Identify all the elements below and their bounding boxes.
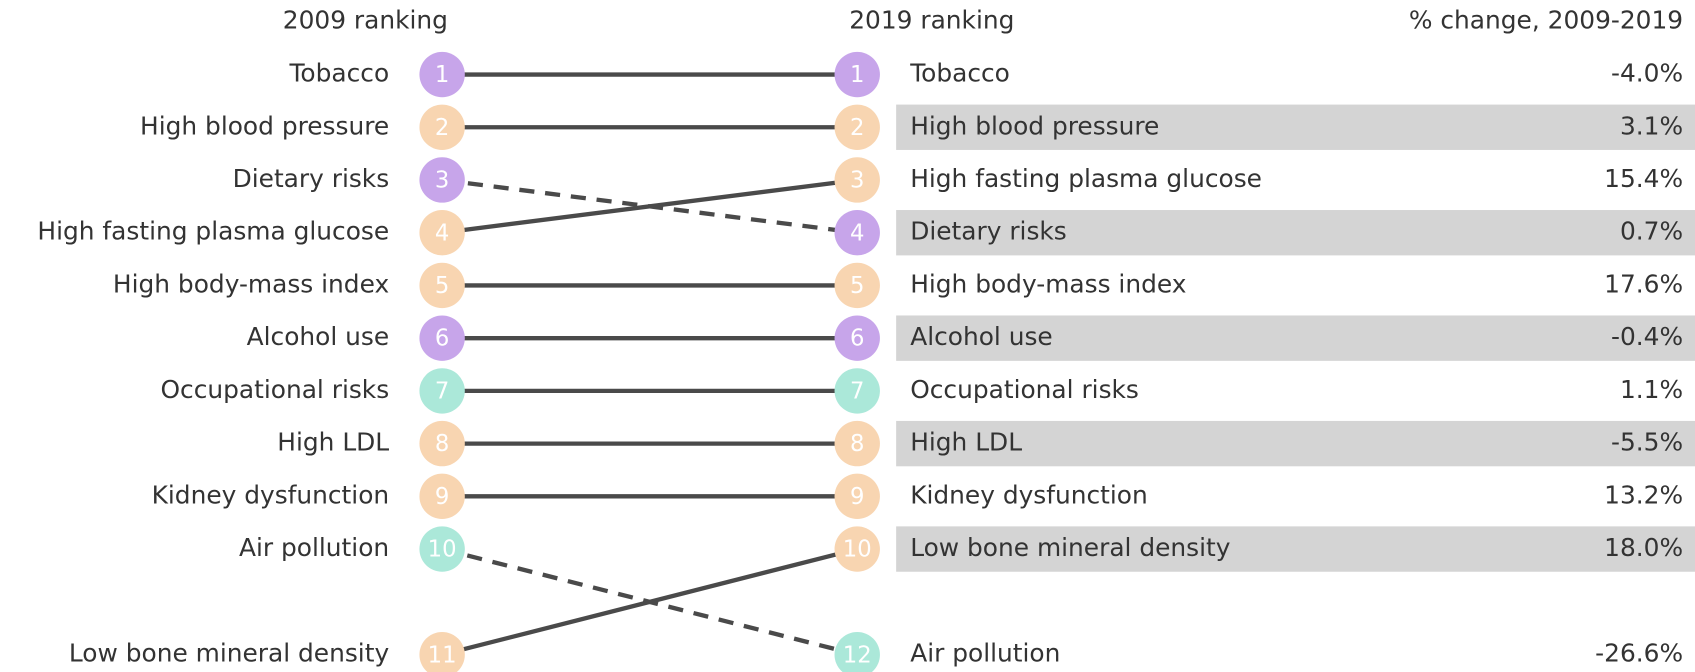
connectors (441, 72, 858, 657)
left-rank: 9 (435, 484, 449, 510)
left-rank-circle (419, 315, 465, 361)
right-rank-circle (834, 157, 880, 203)
left-label: High body-mass index (113, 269, 389, 298)
left-rank: 6 (435, 326, 449, 352)
right-rank: 3 (850, 168, 864, 194)
left-label: Kidney dysfunction (152, 480, 390, 509)
right-rank-circle (834, 473, 880, 520)
right-rank: 8 (850, 431, 864, 457)
left-label: Air pollution (239, 533, 389, 562)
right-rank: 12 (843, 642, 872, 668)
right-rank-circle (834, 262, 880, 309)
percent-change: 15.4% (1604, 164, 1683, 193)
left-rank-circle (419, 420, 465, 467)
right-rank: 9 (850, 484, 864, 510)
percent-change: 17.6% (1604, 269, 1683, 298)
right-label: Alcohol use (910, 322, 1053, 351)
left-label: High fasting plasma glucose (37, 217, 389, 246)
left-rank-circle (419, 157, 465, 203)
left-label: Tobacco (288, 59, 389, 88)
right-label: Dietary risks (910, 217, 1067, 246)
left-label: Occupational risks (160, 375, 389, 404)
connector (441, 177, 858, 235)
left-rank-circle (419, 262, 465, 309)
left-rank: 2 (435, 115, 449, 141)
left-label: Alcohol use (247, 322, 390, 351)
percent-change: -0.4% (1611, 322, 1683, 351)
row-band (896, 315, 1695, 361)
row-band (896, 210, 1695, 256)
left-rank-circle (419, 632, 465, 672)
right-rank: 1 (850, 62, 864, 88)
right-label: Air pollution (910, 639, 1060, 668)
left-label: Dietary risks (233, 164, 390, 193)
right-rank: 5 (850, 273, 864, 299)
percent-change: 1.1% (1620, 375, 1683, 404)
row-band (896, 420, 1695, 467)
middle-header: 2019 ranking (849, 6, 1014, 35)
left-rank: 5 (435, 273, 449, 299)
right-rank: 10 (843, 537, 872, 563)
right-label: Low bone mineral density (910, 533, 1230, 562)
row-band (896, 104, 1695, 150)
percent-change: -4.0% (1611, 59, 1683, 88)
percent-change: 3.1% (1620, 111, 1683, 140)
row-band (896, 526, 1695, 572)
connector (441, 546, 858, 657)
left-rank-circle (419, 473, 465, 520)
left-rank: 3 (435, 168, 449, 194)
right-rank-circle (834, 632, 880, 672)
left-rank: 10 (428, 537, 457, 563)
left-rank-circle (419, 104, 465, 150)
left-label: High LDL (277, 428, 389, 457)
right-header: % change, 2009-2019 (1409, 6, 1683, 35)
right-rank: 7 (850, 378, 864, 404)
left-rank-circle (419, 51, 465, 98)
right-rank: 4 (850, 220, 864, 246)
left-rank-circle (419, 526, 465, 572)
right-rank-circle (834, 51, 880, 98)
right-rank-circle (834, 315, 880, 361)
right-label: Tobacco (909, 59, 1010, 88)
percent-change: 13.2% (1604, 480, 1683, 509)
right-rank-circle (834, 526, 880, 572)
right-rank: 2 (850, 115, 864, 141)
right-label: High blood pressure (910, 111, 1159, 140)
left-rank: 8 (435, 431, 449, 457)
left-rank: 1 (435, 62, 449, 88)
right-label: Kidney dysfunction (910, 480, 1148, 509)
percent-change: 18.0% (1604, 533, 1683, 562)
percent-change: -5.5% (1611, 428, 1683, 457)
percent-change: -26.6% (1595, 639, 1683, 668)
right-rank-circle (834, 368, 880, 414)
right-rank: 6 (850, 326, 864, 352)
left-label: High blood pressure (140, 111, 389, 140)
right-rank-circle (834, 104, 880, 150)
right-label: Occupational risks (910, 375, 1139, 404)
right-label: High body-mass index (910, 269, 1186, 298)
right-rank-circle (834, 420, 880, 467)
right-label: High LDL (910, 428, 1022, 457)
left-header: 2009 ranking (283, 6, 448, 35)
percent-change: 0.7% (1620, 217, 1683, 246)
left-rank: 11 (428, 642, 457, 668)
right-label: High fasting plasma glucose (910, 164, 1262, 193)
left-rank: 7 (435, 378, 449, 404)
left-rank-circle (419, 210, 465, 256)
bands (896, 104, 1695, 572)
left-rank-circle (419, 368, 465, 414)
right-rank-circle (834, 210, 880, 256)
left-label: Low bone mineral density (69, 639, 389, 668)
left-rank: 4 (435, 220, 449, 246)
